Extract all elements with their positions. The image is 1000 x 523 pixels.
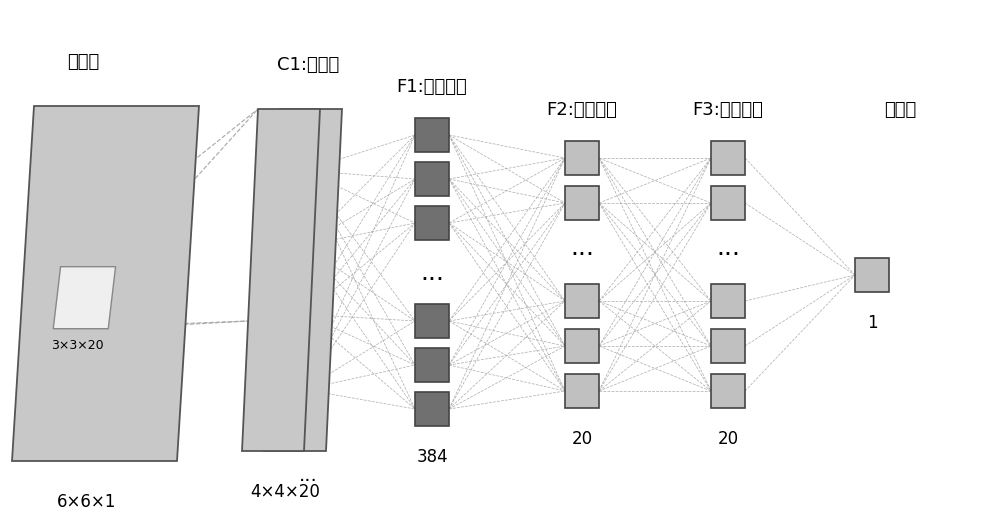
Text: ...: ... [420,261,444,285]
Bar [855,258,889,292]
Text: ...: ... [570,236,594,260]
Text: 输出层: 输出层 [884,101,916,119]
Bar [711,329,745,363]
Bar [565,329,599,363]
Bar [415,162,449,196]
Text: 6×6×1: 6×6×1 [57,493,116,511]
Text: 20: 20 [571,430,593,448]
Bar [565,141,599,175]
Text: F1:全连接层: F1:全连接层 [397,78,467,96]
Bar [415,206,449,240]
Bar [711,374,745,408]
Polygon shape [264,109,342,451]
Text: C1:卷积层: C1:卷积层 [277,56,339,74]
Text: ...: ... [716,236,740,260]
Text: 输入层: 输入层 [67,53,99,71]
Bar [565,284,599,318]
Text: 1: 1 [867,314,877,332]
Text: F3:全连接层: F3:全连接层 [693,101,763,119]
Bar [565,186,599,220]
Bar [415,392,449,426]
Bar [711,284,745,318]
Text: 384: 384 [416,448,448,466]
Polygon shape [12,106,199,461]
Bar [711,186,745,220]
Bar [415,348,449,382]
Polygon shape [53,267,116,328]
Bar [415,304,449,338]
Polygon shape [242,109,320,451]
Bar [711,141,745,175]
Text: 4×4×20: 4×4×20 [250,483,320,501]
Text: ...: ... [299,466,317,485]
Bar [565,374,599,408]
Bar [415,118,449,152]
Text: F2:全连接层: F2:全连接层 [547,101,617,119]
Text: 20: 20 [717,430,739,448]
Text: 3×3×20: 3×3×20 [51,339,104,351]
